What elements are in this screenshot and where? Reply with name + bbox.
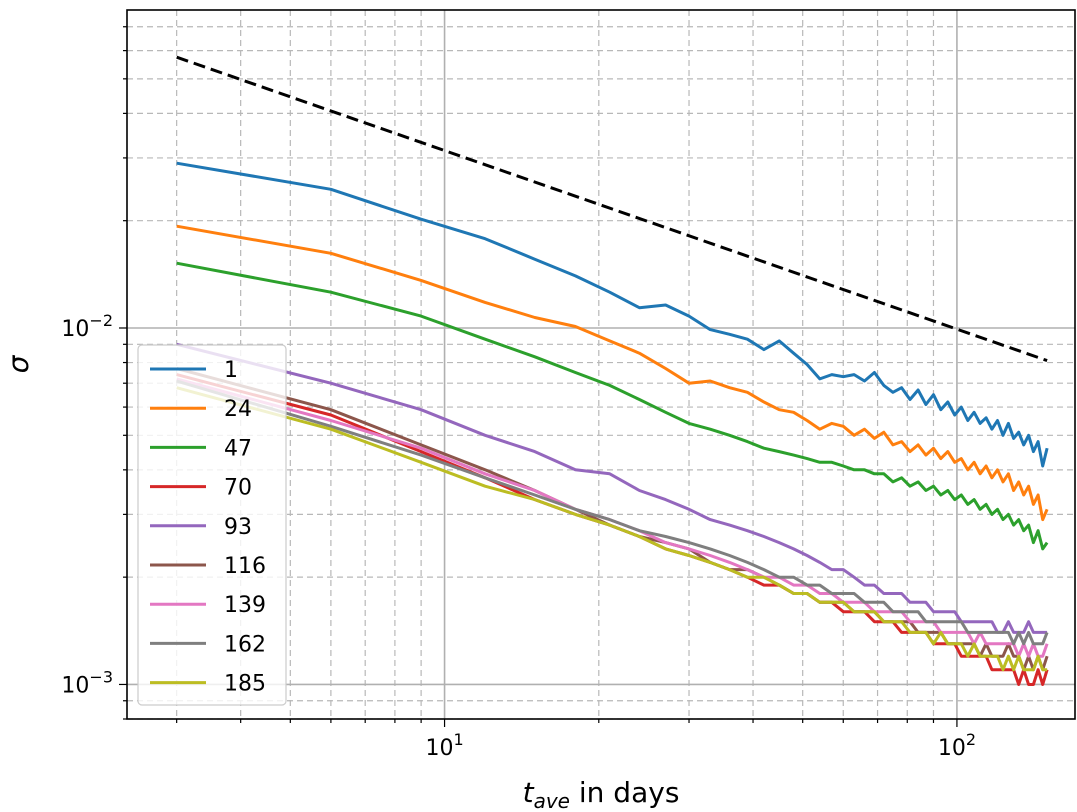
series-line-1 xyxy=(176,161,1049,468)
y-tick-label: 10−3 xyxy=(61,667,113,698)
legend-label-116: 116 xyxy=(224,554,266,579)
legend: 1 24 47 70 93 116 139 162 185 xyxy=(137,344,287,706)
legend-label-24: 24 xyxy=(224,397,252,422)
series-line-93 xyxy=(176,342,1048,634)
series-layer xyxy=(176,161,1049,686)
legend-label-185: 185 xyxy=(224,672,266,697)
series-line-185 xyxy=(176,386,1048,672)
x-tick-label: 101 xyxy=(425,730,463,761)
legend-label-162: 162 xyxy=(224,632,266,657)
y-axis-title: σ xyxy=(2,354,35,373)
legend-label-139: 139 xyxy=(224,593,266,618)
legend-label-70: 70 xyxy=(224,476,252,501)
series-line-162 xyxy=(176,379,1049,646)
legend-label-93: 93 xyxy=(224,515,252,540)
x-axis-title-rest: in days xyxy=(570,776,679,809)
legend-label-1: 1 xyxy=(224,358,238,383)
x-axis-title: tave in days xyxy=(523,776,680,812)
x-tick-label: 102 xyxy=(938,730,976,761)
legend-box xyxy=(137,344,287,706)
x-axis-title-subscript: ave xyxy=(534,789,570,812)
axes-frame xyxy=(126,9,1076,720)
y-tick-label: 10−2 xyxy=(61,311,113,342)
ticks: 101 102 10−2 10−3 xyxy=(61,26,976,761)
x-axis-title-var: t xyxy=(523,776,535,809)
reference-dashed-line xyxy=(176,55,1048,363)
legend-label-47: 47 xyxy=(224,436,252,461)
reference-line-layer xyxy=(176,55,1048,363)
series-line-70 xyxy=(176,373,1049,686)
series-line-24 xyxy=(176,224,1049,522)
series-line-47 xyxy=(176,261,1049,551)
